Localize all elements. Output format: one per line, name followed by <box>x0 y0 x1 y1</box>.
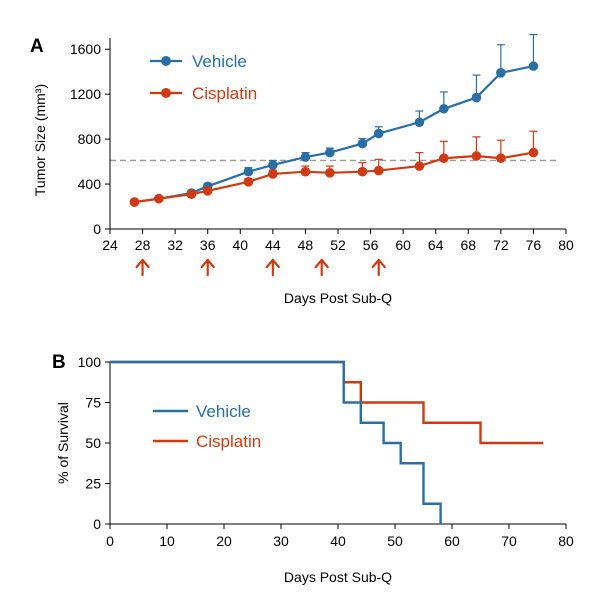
chart-a-y-axis-label: Tumor Size (mm³) <box>32 84 48 196</box>
chart-a-x-tick-label: 28 <box>135 237 151 253</box>
data-point <box>496 68 506 78</box>
chart-b-y-axis-label: % of Survival <box>55 402 71 484</box>
data-point <box>373 128 384 139</box>
data-point <box>373 165 384 176</box>
chart-b-x-tick-label: 0 <box>106 533 114 549</box>
chart-a-x-tick-label: 32 <box>167 237 183 253</box>
chart-b-x-tick-label: 10 <box>159 533 175 549</box>
data-point <box>471 151 482 161</box>
chart-a-x-tick-label: 80 <box>558 237 574 253</box>
chart-a-axes: 0 400 800 1200 1600 24 28 32 36 40 44 48 52 56 60 64 68 7… <box>70 38 574 253</box>
data-point <box>439 103 449 114</box>
chart-b-x-tick-label: 50 <box>387 533 403 549</box>
data-point <box>414 161 425 171</box>
chart-b-y-tick-label: 75 <box>85 395 101 411</box>
data-point <box>325 147 335 158</box>
chart-a-x-tick-label: 56 <box>363 237 379 253</box>
chart-a-y-tick-label: 1600 <box>70 41 101 57</box>
data-point <box>243 177 254 187</box>
data-point <box>357 166 368 177</box>
chart-b-series <box>110 360 544 524</box>
data-point <box>357 138 368 149</box>
data-point <box>268 160 278 170</box>
series-cisplatin <box>129 130 539 207</box>
panel-a-label: A <box>30 36 44 57</box>
chart-b-x-tick-label: 20 <box>216 533 232 549</box>
data-point <box>496 153 506 164</box>
chart-a-x-tick-label: 24 <box>102 237 118 253</box>
chart-b-x-tick-label: 80 <box>558 533 574 549</box>
chart-b-x-tick-label: 40 <box>330 533 346 549</box>
chart-b-x-tick-label: 30 <box>273 533 289 549</box>
chart-a-y-tick-label: 0 <box>93 221 101 237</box>
data-point <box>154 193 164 204</box>
data-point <box>129 197 140 207</box>
data-point <box>528 147 539 158</box>
chart-b-x-tick-label: 70 <box>501 533 517 549</box>
chart-a-x-tick-label: 68 <box>460 237 476 253</box>
data-point <box>325 168 335 178</box>
data-point <box>186 189 197 199</box>
legend-marker <box>161 88 171 98</box>
data-point <box>414 117 425 128</box>
legend-label-cisplatin: Cisplatin <box>192 84 257 103</box>
data-point <box>268 169 278 179</box>
chart-a-x-tick-label: 76 <box>526 237 542 253</box>
chart-a-x-tick-label: 36 <box>200 237 216 253</box>
survival-step-cisplatin <box>110 360 544 445</box>
chart-a-y-tick-label: 400 <box>78 176 102 192</box>
chart-a-x-tick-label: 64 <box>428 237 444 253</box>
chart-a-y-tick-label: 1200 <box>70 86 101 102</box>
legend-label-vehicle: Vehicle <box>196 402 251 421</box>
legend-label-vehicle: Vehicle <box>192 52 247 71</box>
legend-label-cisplatin: Cisplatin <box>196 432 261 451</box>
panel-b-label: B <box>52 352 66 373</box>
chart-b-axes: 0 25 50 75 100 0 10 20 30 40 50 60 70 80 <box>78 354 574 549</box>
survival-step-vehicle <box>110 360 442 524</box>
chart-b-y-tick-label: 25 <box>85 476 101 492</box>
data-point <box>528 61 539 71</box>
data-point <box>439 153 449 164</box>
chart-a-x-tick-label: 52 <box>330 237 346 253</box>
chart-b-x-axis-label: Days Post Sub-Q <box>284 569 392 585</box>
chart-a-x-tick-label: 48 <box>298 237 314 253</box>
chart-b-legend: Vehicle Cisplatin <box>153 402 261 451</box>
data-point <box>300 166 311 177</box>
data-point <box>471 92 482 103</box>
chart-b-y-tick-label: 50 <box>85 435 101 451</box>
chart-a-x-tick-label: 44 <box>265 237 281 253</box>
chart-b-x-tick-label: 60 <box>444 533 460 549</box>
chart-a-x-tick-label: 60 <box>395 237 411 253</box>
chart-a-series <box>129 34 539 207</box>
chart-a-x-tick-label: 40 <box>232 237 248 253</box>
chart-a-x-tick-label: 72 <box>493 237 509 253</box>
chart-a-legend: Vehicle Cisplatin <box>150 52 257 103</box>
series-vehicle <box>129 34 539 207</box>
data-point <box>243 166 254 177</box>
data-point <box>300 152 311 162</box>
chart-b-y-tick-label: 100 <box>78 354 102 370</box>
tumor-size-chart: A 0 400 800 1200 1600 24 28 32 36 40 44 48 52 56 60 64 6… <box>30 34 574 306</box>
chart-a-y-tick-label: 800 <box>78 131 102 147</box>
chart-a-x-axis-label: Days Post Sub-Q <box>284 290 392 306</box>
treatment-arrows <box>135 258 386 277</box>
data-point <box>202 186 213 196</box>
survival-chart: B 0 25 50 75 100 0 10 20 30 40 50 60 70 80 Vehicle Cis… <box>52 352 574 585</box>
legend-marker <box>161 56 171 66</box>
chart-b-y-tick-label: 0 <box>93 516 101 532</box>
